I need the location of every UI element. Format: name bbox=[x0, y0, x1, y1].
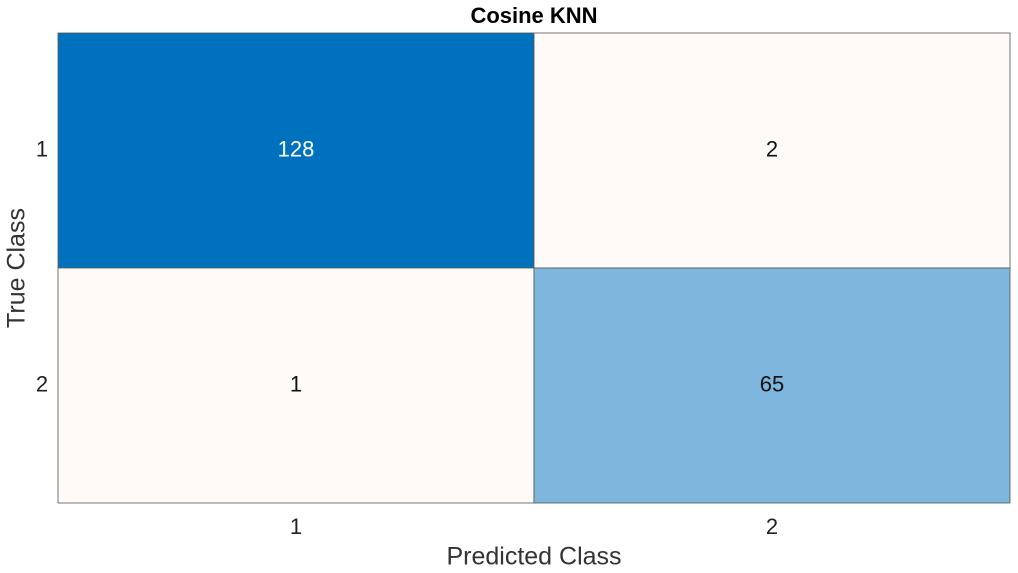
cell bbox=[533, 32, 1011, 269]
x-tick-label: 2 bbox=[766, 514, 778, 539]
cell bbox=[57, 267, 535, 504]
x-tick-label: 1 bbox=[290, 514, 302, 539]
y-tick-label: 1 bbox=[36, 136, 48, 161]
x-axis-label: Predicted Class bbox=[446, 543, 621, 571]
cell bbox=[57, 32, 535, 269]
y-axis-label: True Class bbox=[3, 208, 31, 328]
cell-label: 2 bbox=[766, 136, 778, 161]
cell-label: 128 bbox=[278, 136, 315, 161]
cell bbox=[533, 267, 1011, 504]
cell-label: 65 bbox=[760, 371, 784, 396]
y-tick-label: 2 bbox=[36, 371, 48, 396]
chart-title: Cosine KNN bbox=[470, 3, 597, 28]
cell-label: 1 bbox=[290, 371, 302, 396]
